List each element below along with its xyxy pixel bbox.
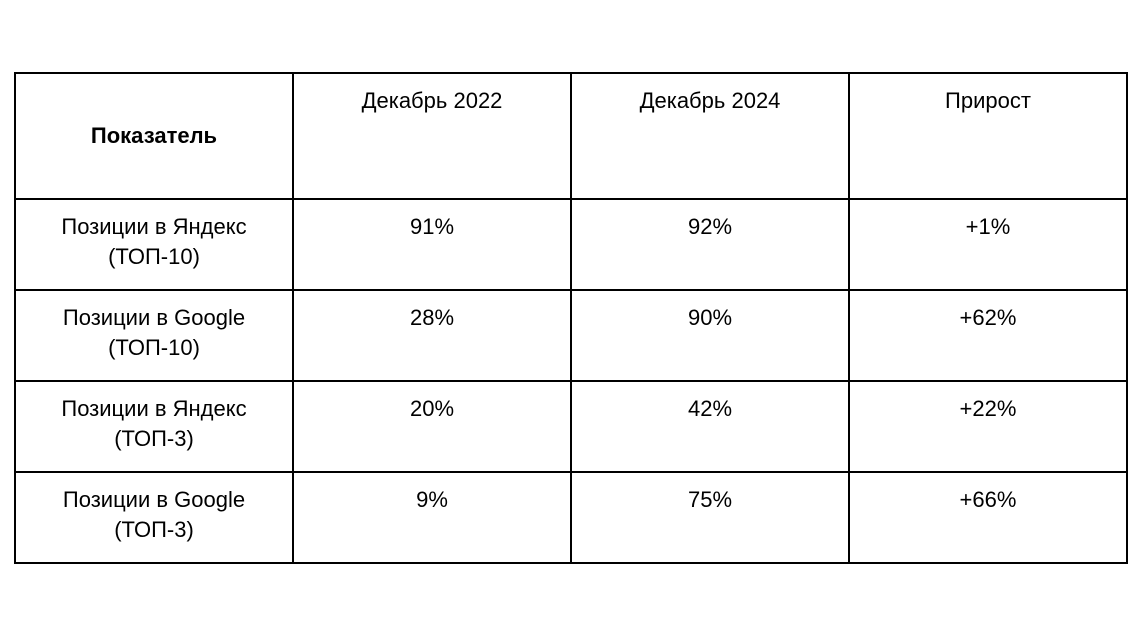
table-row-yandex-top10: Позиции в Яндекс (ТОП-10) 91% 92% +1% bbox=[14, 198, 1128, 291]
metric-cell: Позиции в Google (ТОП-10) bbox=[14, 289, 294, 382]
value-cell-growth: +22% bbox=[848, 380, 1128, 473]
column-header-growth: Прирост bbox=[848, 72, 1128, 200]
metric-label-line2: (ТОП-10) bbox=[108, 244, 200, 269]
column-header-december-2022: Декабрь 2022 bbox=[292, 72, 572, 200]
metric-cell: Позиции в Google (ТОП-3) bbox=[14, 471, 294, 564]
seo-positions-table: Показатель Декабрь 2022 Декабрь 2024 При… bbox=[14, 72, 1128, 564]
metric-label-line2: (ТОП-3) bbox=[114, 426, 194, 451]
table-row-google-top3: Позиции в Google (ТОП-3) 9% 75% +66% bbox=[14, 471, 1128, 564]
value-cell-december-2022: 28% bbox=[292, 289, 572, 382]
metric-label-line1: Позиции в Яндекс bbox=[61, 214, 247, 239]
table-row-yandex-top3: Позиции в Яндекс (ТОП-3) 20% 42% +22% bbox=[14, 380, 1128, 473]
metric-cell: Позиции в Яндекс (ТОП-10) bbox=[14, 198, 294, 291]
column-header-metric: Показатель bbox=[14, 72, 294, 200]
value-cell-growth: +66% bbox=[848, 471, 1128, 564]
value-cell-december-2024: 42% bbox=[570, 380, 850, 473]
value-cell-december-2022: 91% bbox=[292, 198, 572, 291]
table-header-row: Показатель Декабрь 2022 Декабрь 2024 При… bbox=[14, 72, 1128, 200]
table-row-google-top10: Позиции в Google (ТОП-10) 28% 90% +62% bbox=[14, 289, 1128, 382]
value-cell-december-2022: 9% bbox=[292, 471, 572, 564]
value-cell-growth: +62% bbox=[848, 289, 1128, 382]
metric-label-line1: Позиции в Яндекс bbox=[61, 396, 247, 421]
metric-label-line1: Позиции в Google bbox=[62, 487, 246, 512]
metric-label-line1: Позиции в Google bbox=[62, 305, 246, 330]
metric-cell: Позиции в Яндекс (ТОП-3) bbox=[14, 380, 294, 473]
column-header-december-2024: Декабрь 2024 bbox=[570, 72, 850, 200]
value-cell-december-2024: 90% bbox=[570, 289, 850, 382]
value-cell-growth: +1% bbox=[848, 198, 1128, 291]
metric-label-line2: (ТОП-3) bbox=[114, 517, 194, 542]
value-cell-december-2024: 92% bbox=[570, 198, 850, 291]
value-cell-december-2024: 75% bbox=[570, 471, 850, 564]
metric-label-line2: (ТОП-10) bbox=[108, 335, 200, 360]
value-cell-december-2022: 20% bbox=[292, 380, 572, 473]
